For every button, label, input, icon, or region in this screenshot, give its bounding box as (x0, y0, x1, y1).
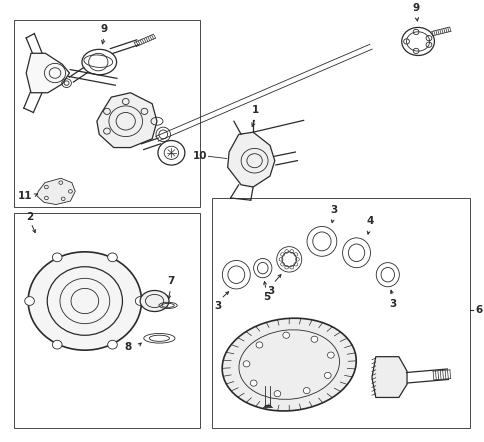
Circle shape (273, 391, 280, 397)
Text: 4: 4 (365, 217, 373, 226)
Text: 5: 5 (262, 292, 270, 302)
Bar (212, 198, 469, 428)
Circle shape (256, 342, 262, 348)
Text: 10: 10 (193, 151, 207, 161)
Circle shape (250, 380, 257, 386)
Text: 9: 9 (100, 23, 107, 34)
Text: 3: 3 (388, 299, 395, 309)
Polygon shape (227, 132, 274, 187)
Text: 3: 3 (267, 286, 274, 296)
Circle shape (107, 340, 117, 349)
Text: 9: 9 (411, 3, 418, 13)
Circle shape (327, 352, 333, 358)
Circle shape (302, 388, 309, 394)
Circle shape (25, 297, 34, 305)
Text: 1: 1 (251, 105, 258, 114)
Text: 2: 2 (26, 212, 33, 222)
Text: 3: 3 (330, 205, 337, 215)
Circle shape (242, 361, 249, 367)
Text: 6: 6 (475, 305, 482, 315)
Ellipse shape (28, 252, 141, 350)
Polygon shape (37, 178, 75, 205)
Circle shape (324, 372, 331, 378)
Circle shape (135, 297, 145, 305)
Ellipse shape (222, 318, 356, 411)
Polygon shape (97, 93, 157, 148)
Polygon shape (26, 53, 69, 93)
Bar (14, 213, 200, 428)
Circle shape (52, 340, 62, 349)
Circle shape (52, 253, 62, 262)
Circle shape (107, 253, 117, 262)
Text: 8: 8 (124, 342, 131, 352)
Bar (14, 20, 200, 207)
Text: 3: 3 (214, 301, 221, 311)
Text: 11: 11 (17, 191, 32, 201)
Circle shape (310, 336, 317, 342)
Circle shape (282, 332, 289, 338)
Ellipse shape (140, 290, 168, 312)
Text: 7: 7 (166, 276, 174, 286)
Polygon shape (371, 357, 406, 397)
